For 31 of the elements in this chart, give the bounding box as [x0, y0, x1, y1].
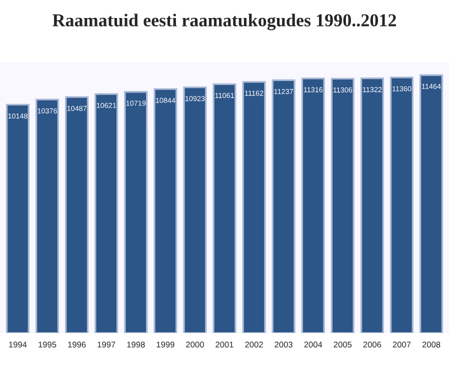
bar — [94, 93, 118, 334]
bar — [420, 74, 444, 334]
x-tick-label: 2004 — [304, 342, 322, 348]
x-tick-label: 1998 — [127, 342, 145, 348]
x-tick-label: 2006 — [363, 342, 382, 348]
x-tick-label: 2002 — [245, 342, 263, 348]
x-tick-label: 1995 — [38, 342, 56, 348]
bar — [272, 79, 296, 334]
bar — [301, 78, 325, 334]
x-tick-label: 2007 — [392, 342, 411, 348]
x-tick-label: 2001 — [216, 342, 234, 348]
x-tick-label: 2008 — [422, 342, 440, 348]
bar — [360, 77, 384, 334]
bar — [183, 86, 207, 334]
bar — [212, 83, 236, 334]
x-tick-label: 1997 — [98, 342, 116, 348]
bar — [124, 91, 148, 334]
x-tick-label: 2003 — [274, 342, 292, 348]
bar — [390, 76, 414, 334]
bar — [36, 98, 60, 334]
bar — [65, 96, 89, 334]
x-tick-label: 2005 — [334, 342, 352, 348]
chart-title: Raamatuid eesti raamatukogudes 1990..2012 — [52, 14, 396, 30]
bar — [6, 104, 30, 334]
bar — [154, 88, 178, 334]
x-tick-label: 1996 — [68, 342, 86, 348]
x-tick-label: 1994 — [9, 342, 27, 348]
bar — [330, 78, 354, 334]
x-tick-label: 2000 — [186, 342, 204, 348]
x-tick-label: 1999 — [156, 342, 174, 348]
bar — [242, 81, 266, 334]
